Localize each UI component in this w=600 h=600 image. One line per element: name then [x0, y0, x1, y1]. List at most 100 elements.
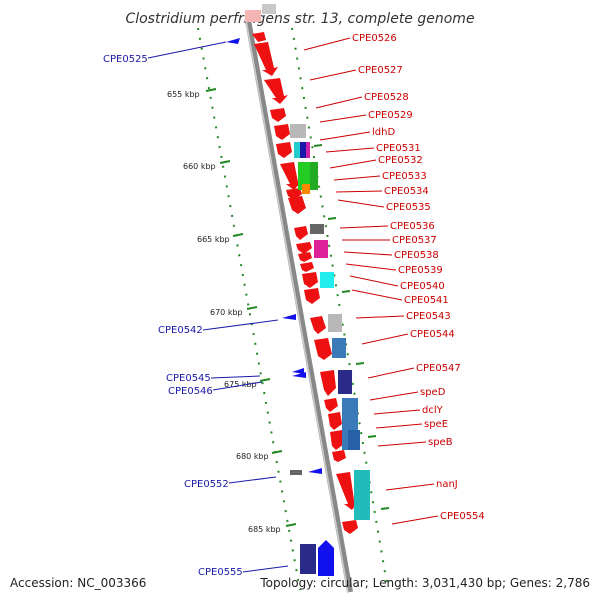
kbp-tick — [246, 306, 258, 310]
kbp-tick — [219, 160, 231, 164]
gene-label: CPE0526 — [352, 33, 397, 44]
kbp-tick — [271, 450, 283, 454]
gene-block — [300, 544, 316, 574]
gene-arrow-CPE0536 — [294, 226, 308, 240]
gene-arrow-CPE0528 — [264, 78, 288, 104]
gene-arrow-CPE0538 — [298, 252, 312, 262]
gene-arrow-ldhD — [274, 124, 290, 140]
gene-arrow-dclY — [328, 412, 342, 430]
gene-label: CPE0545 — [166, 373, 211, 384]
topology-summary-text: Topology: circular; Length: 3,031,430 bp… — [260, 576, 590, 590]
kbp-tick-label: 655 kbp — [167, 90, 200, 99]
kbp-tick-label: 660 kbp — [183, 162, 216, 171]
kbp-tick-label: 665 kbp — [197, 235, 230, 244]
gene-arrow-CPE0525 — [226, 38, 240, 44]
gene-block — [302, 184, 310, 194]
gene-label: CPE0533 — [382, 171, 427, 182]
gene-label: CPE0543 — [406, 311, 451, 322]
right-track-ticks — [313, 144, 390, 510]
kbp-tick — [232, 233, 244, 237]
gene-label: CPE0542 — [158, 325, 203, 336]
gene-label: CPE0525 — [103, 54, 148, 65]
gene-arrow-CPE0527 — [254, 42, 278, 76]
genome-backbone — [245, 19, 353, 593]
gene-arrow-CPE0541 — [304, 288, 320, 304]
gene-label: CPE0536 — [390, 221, 435, 232]
gene-label: dclY — [422, 405, 444, 416]
gene-label: nanJ — [436, 479, 458, 490]
genome-backbone-highlight — [245, 19, 349, 593]
gene-arrow-CPE0547 — [320, 370, 336, 396]
gene-label: CPE0546 — [168, 386, 213, 397]
gene-arrow-CPE0531 — [276, 142, 292, 158]
right-leader-lines — [303, 37, 439, 525]
forward-genes — [252, 32, 360, 534]
gene-arrow-CPE0555 — [318, 540, 334, 576]
gene-arrow-CPE0535 — [290, 202, 306, 214]
gene-label: CPE0547 — [416, 363, 461, 374]
gene-block — [290, 124, 306, 138]
map-title: Clostridium perfringens str. 13, complet… — [125, 11, 474, 27]
gene-block — [298, 162, 310, 190]
gene-label: CPE0537 — [392, 235, 437, 246]
left-leader-lines — [147, 41, 289, 573]
gene-label: CPE0531 — [376, 143, 421, 154]
gene-arrow-CPE0543 — [310, 316, 326, 334]
gene-label: CPE0527 — [358, 65, 403, 76]
gene-label: CPE0552 — [184, 479, 229, 490]
gene-label: CPE0540 — [400, 281, 445, 292]
gene-label: CPE0538 — [394, 250, 439, 261]
kbp-tick-label: 680 kbp — [236, 452, 269, 461]
gene-label: CPE0535 — [386, 202, 431, 213]
gene-label: CPE0532 — [378, 155, 423, 166]
gene-arrow-CPE0554 — [342, 520, 358, 534]
reverse-genes — [226, 38, 334, 576]
gene-arrow-speD — [324, 398, 338, 412]
gene-arrow-CPE0540 — [302, 272, 318, 288]
gene-block — [348, 430, 360, 450]
gene-label: CPE0541 — [404, 295, 449, 306]
gene-label: speB — [428, 437, 453, 448]
gene-block — [306, 142, 310, 158]
gene-block — [310, 162, 318, 190]
gene-arrow-CPE0545 — [292, 368, 304, 374]
kbp-tick — [259, 378, 271, 382]
gene-arrow-CPE0529 — [270, 108, 286, 122]
gene-block — [314, 240, 328, 258]
kbp-tick-label: 675 kbp — [224, 380, 257, 389]
gene-block — [320, 272, 334, 288]
kbp-tick-label: 670 kbp — [210, 308, 243, 317]
gene-arrow-CPE0552 — [308, 468, 322, 474]
gene-arrow-speB — [332, 450, 346, 462]
gene-label: speD — [420, 387, 446, 398]
gene-block — [332, 338, 346, 358]
gene-label: CPE0534 — [384, 186, 429, 197]
gene-label: CPE0555 — [198, 567, 243, 578]
gene-block — [300, 142, 306, 158]
gene-label: CPE0544 — [410, 329, 455, 340]
gene-arrow-CPE0544 — [314, 338, 332, 360]
kbp-tick — [205, 88, 217, 92]
accession-text: Accession: NC_003366 — [10, 576, 147, 590]
gene-block — [328, 314, 342, 332]
kbp-tick-label: 685 kbp — [248, 525, 281, 534]
gene-block — [310, 224, 324, 234]
gene-label: CPE0539 — [398, 265, 443, 276]
gene-block — [294, 142, 300, 158]
gene-label: CPE0528 — [364, 92, 409, 103]
gene-block — [290, 470, 302, 475]
faded-gene-block — [262, 4, 276, 14]
gene-arrow-CPE0539 — [300, 262, 314, 272]
gene-label: ldhD — [372, 127, 395, 138]
faded-gene-block — [245, 10, 261, 22]
gene-block — [338, 370, 352, 394]
gene-arrow-CPE0526 — [252, 32, 266, 42]
gene-label: speE — [424, 419, 448, 430]
kbp-tick — [285, 523, 297, 527]
gene-label: CPE0554 — [440, 511, 485, 522]
gene-arrow-CPE0542 — [282, 314, 296, 320]
gene-arrow-speE — [330, 430, 344, 450]
gene-arrow-CPE0546 — [292, 372, 306, 378]
gene-arrow-CPE0532 — [280, 162, 302, 190]
